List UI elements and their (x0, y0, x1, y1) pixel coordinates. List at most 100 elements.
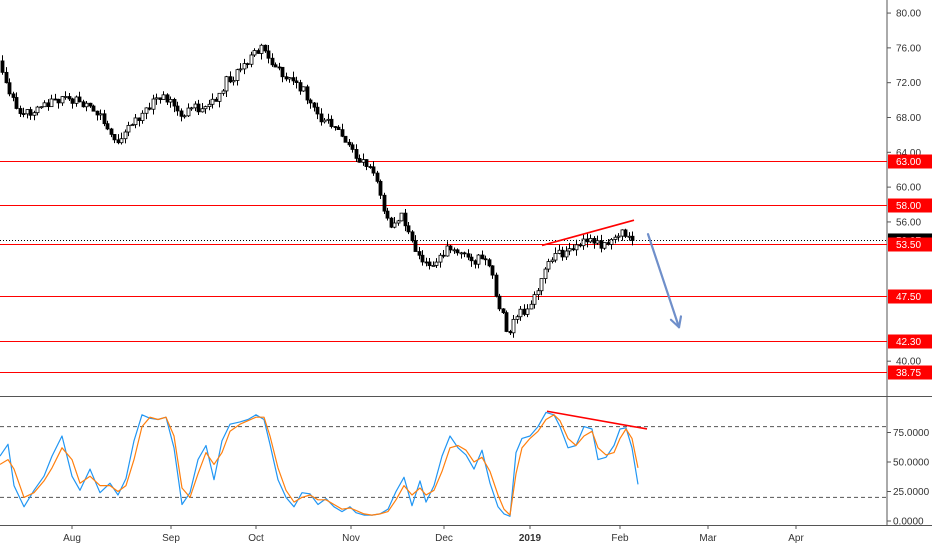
candle-body (133, 117, 138, 126)
oscillator-pane: 75.0000 50.0000 25.0000 0.0000 (0, 410, 930, 528)
candle-body (413, 240, 418, 252)
candle-body (91, 105, 96, 112)
candle-body (494, 274, 499, 297)
oscillator-guides (0, 426, 887, 498)
time-axis-label: Dec (435, 533, 453, 544)
candle-body (469, 256, 474, 262)
candle-body (315, 106, 320, 115)
candle-body (151, 98, 156, 110)
candle-body (364, 159, 369, 167)
level-tag (888, 198, 932, 213)
candle-body (231, 80, 236, 83)
resistance-trend-line (541, 219, 635, 247)
candle-body (172, 98, 177, 107)
candle-body (116, 139, 121, 144)
level-tag-label: 47.50 (896, 292, 921, 303)
candle-body (305, 86, 310, 101)
oscillator-tick-label: 0.0000 (893, 517, 924, 528)
price-tick-label: 72.00 (896, 78, 921, 89)
candle-body (259, 44, 264, 54)
candle-body (427, 261, 432, 267)
candle-body (263, 44, 268, 52)
time-axis-label: Mar (699, 533, 717, 544)
level-tag-label: 42.30 (896, 337, 921, 348)
candle-body (277, 66, 282, 69)
oscillator-d-line (0, 414, 639, 516)
candle-body (53, 98, 58, 101)
plot-area-background (0, 0, 887, 525)
candle-body (130, 124, 135, 127)
candle-body (7, 82, 12, 95)
level-tag (888, 154, 932, 169)
oscillator-tick-label: 50.0000 (893, 458, 930, 469)
candle-body (368, 166, 373, 168)
candle-body (574, 244, 579, 251)
candle-body (445, 245, 450, 257)
candle-body (375, 172, 380, 182)
candle-body (497, 295, 502, 310)
candle-body (137, 117, 142, 121)
candle-body (217, 92, 222, 102)
candle-body (329, 118, 334, 127)
candle-body (140, 112, 145, 121)
candle-body (431, 265, 436, 267)
candle-body (515, 316, 520, 320)
level-tag-label: 58.00 (896, 201, 921, 212)
candle-body (207, 103, 212, 107)
candle-body (235, 69, 240, 81)
candle-body (588, 238, 593, 243)
candle-body (77, 96, 82, 103)
level-tag-label: 38.75 (896, 368, 921, 379)
candle-body (371, 166, 376, 174)
oscillator-annotations (546, 410, 648, 430)
candle-body (42, 102, 47, 108)
candle-body (312, 102, 317, 108)
candle-body (308, 99, 313, 104)
candle-body (67, 96, 72, 100)
candle-body (571, 248, 576, 251)
candle-body (326, 118, 331, 121)
candle-body (273, 64, 278, 68)
candle-body (256, 50, 261, 54)
candle-body (294, 80, 299, 83)
candle-body (56, 98, 61, 104)
candle-body (74, 96, 79, 104)
candle-body (284, 76, 289, 80)
candle-body (392, 222, 397, 228)
candle-body (39, 106, 44, 109)
candle-body (518, 308, 523, 318)
level-tag (888, 365, 932, 380)
time-axis-label: Sep (162, 533, 180, 544)
candle-body (221, 90, 226, 94)
candle-body (357, 157, 362, 163)
price-tick-label: 68.00 (896, 113, 921, 124)
level-price-tags: 63.00 58.00 53.50 47.50 42.30 38.75 (888, 154, 932, 380)
candle-body (168, 98, 173, 103)
candle-body (476, 254, 481, 265)
candle-body (343, 135, 348, 143)
candle-body (627, 235, 632, 238)
candle-body (389, 217, 394, 228)
candle-body (11, 93, 16, 98)
candle-body (595, 240, 600, 244)
candle-body (410, 231, 415, 242)
candle-body (21, 113, 26, 115)
price-tick-label: 56.00 (896, 217, 921, 228)
candle-body (60, 96, 65, 104)
candle-body (340, 129, 345, 137)
time-axis-label: Aug (63, 533, 81, 544)
candle-body (396, 220, 401, 224)
candle-body (182, 115, 187, 118)
candle-body (252, 50, 257, 56)
candle-body (602, 242, 607, 249)
candle-body (228, 76, 233, 83)
price-pane: 80.00 76.00 72.00 68.00 64.00 60.00 56.00 40.00… (0, 9, 932, 380)
time-axis-label: Nov (342, 533, 360, 544)
candle-body (242, 63, 247, 70)
candle-body (301, 86, 306, 92)
candle-body (511, 318, 516, 334)
candle-body (350, 144, 355, 150)
price-axis-ticks: 80.00 76.00 72.00 68.00 64.00 60.00 56.00 40.00 (887, 9, 921, 368)
